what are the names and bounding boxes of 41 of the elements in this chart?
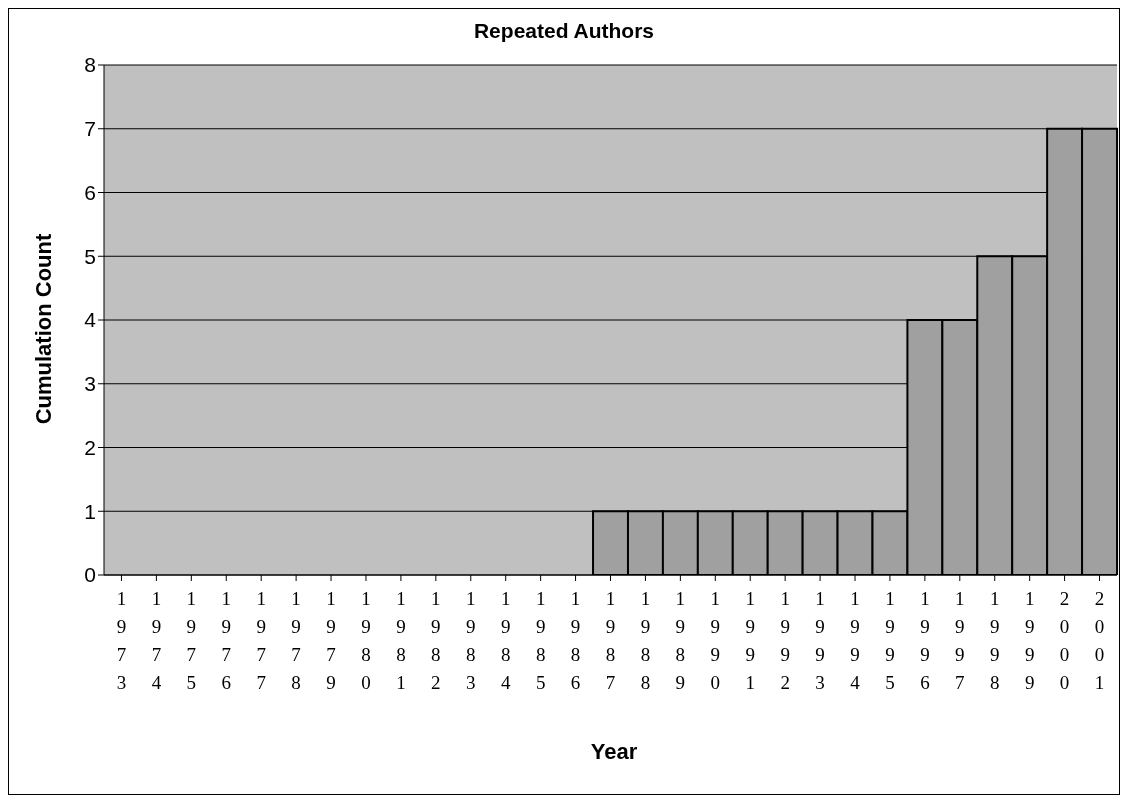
x-tick-label: 2001	[1094, 588, 1105, 693]
x-tick-label: 1985	[535, 588, 546, 693]
y-tick-label: 8	[84, 53, 96, 77]
x-tick-label: 1996	[920, 588, 930, 693]
x-tick-label: 1994	[850, 588, 861, 693]
x-tick-label: 1978	[291, 588, 301, 693]
x-tick-label: 2000	[1059, 588, 1070, 693]
x-tick-label: 1992	[780, 588, 790, 693]
y-tick-label: 7	[84, 117, 96, 141]
x-tick-label: 1977	[256, 588, 266, 693]
x-tick-label: 1981	[396, 588, 406, 693]
x-tick-label: 1976	[221, 588, 232, 693]
y-tick-label: 3	[84, 372, 96, 396]
x-tick-label: 1988	[640, 588, 651, 693]
y-tick-label: 2	[84, 435, 96, 459]
y-tick-label: 0	[84, 563, 96, 587]
x-axis-title: Year	[589, 739, 639, 765]
x-tick-label: 1995	[885, 588, 895, 693]
x-tick-label: 1982	[431, 588, 441, 693]
chart-title: Repeated Authors	[472, 19, 656, 43]
x-tick-label: 1991	[745, 588, 755, 693]
y-tick-label: 4	[84, 308, 97, 332]
x-tick-label: 1998	[989, 588, 1000, 693]
x-tick-label: 1986	[570, 588, 581, 693]
y-tick-label: 1	[84, 499, 96, 523]
y-tick-label: 6	[84, 180, 96, 204]
x-tick-label: 1989	[675, 588, 686, 693]
x-tick-label: 1974	[151, 588, 162, 693]
y-axis-title: Cumulation Count	[31, 233, 57, 425]
y-tick-label: 5	[84, 244, 96, 268]
x-tick-label: 1980	[361, 588, 371, 693]
x-tick-label: 1979	[326, 588, 336, 693]
x-tick-label: 1990	[710, 588, 721, 693]
x-tick-label: 1975	[186, 588, 197, 693]
x-tick-label: 1987	[605, 588, 616, 693]
x-tick-label: 1983	[466, 588, 476, 693]
x-tick-label: 1993	[815, 588, 825, 693]
x-tick-label: 1973	[116, 588, 127, 693]
x-tick-label: 1984	[500, 588, 511, 693]
x-tick-label: 1999	[1024, 588, 1035, 693]
x-tick-label: 1997	[955, 588, 965, 693]
